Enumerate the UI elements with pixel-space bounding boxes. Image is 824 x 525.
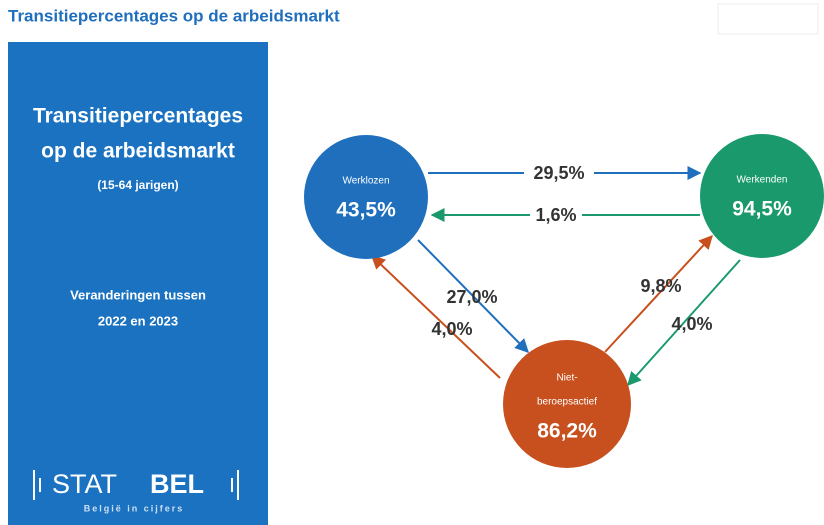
node-circle: [700, 134, 824, 258]
header-title: Transitiepercentages op de arbeidsmarkt: [8, 6, 340, 25]
node-circle: [304, 135, 428, 259]
edge-label: 29,5%: [533, 163, 584, 183]
node-value: 94,5%: [732, 198, 792, 221]
node-label: beroepsactief: [537, 397, 597, 408]
logo-tagline: België in cijfers: [84, 503, 185, 513]
logo-bars: [33, 470, 239, 500]
node-value: 43,5%: [336, 199, 396, 222]
edge-label: 4,0%: [671, 314, 712, 334]
edge-label: 1,6%: [535, 205, 576, 225]
node-label: Niet-: [556, 373, 577, 384]
node-circle: [503, 340, 631, 468]
logo-text: STAT: [52, 469, 117, 499]
node-label: Werkenden: [737, 175, 788, 186]
box: [717, 3, 819, 35]
edge-label: 27,0%: [446, 287, 497, 307]
panel-note: Veranderingen tussen: [70, 287, 206, 302]
panel-note: 2022 en 2023: [98, 313, 178, 328]
panel-title: op de arbeidsmarkt: [41, 140, 235, 163]
side-panel: [8, 42, 268, 525]
edge-label: 4,0%: [431, 319, 472, 339]
panel-title: Transitiepercentages: [33, 105, 243, 128]
node-label: Werklozen: [342, 176, 389, 187]
node-value: 86,2%: [537, 420, 597, 443]
panel-subtitle: (15-64 jarigen): [97, 178, 178, 192]
edge-label: 9,8%: [640, 276, 681, 296]
logo-text: BEL: [150, 469, 204, 499]
